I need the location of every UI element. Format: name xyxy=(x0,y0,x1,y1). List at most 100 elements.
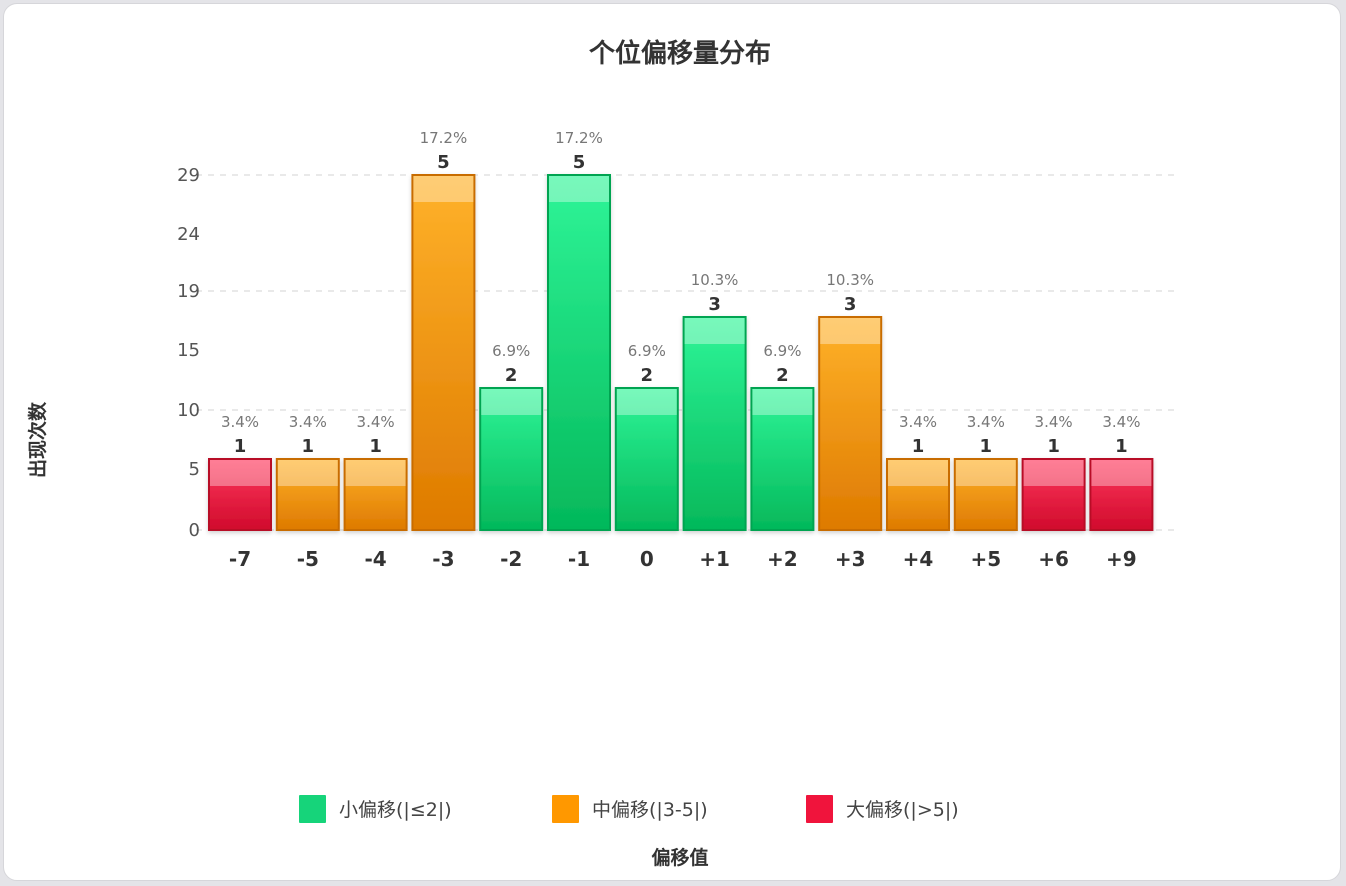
bar-group: 3.4% 1 xyxy=(886,413,950,531)
bar-highlight xyxy=(752,389,813,415)
bar-count-label: 3 xyxy=(844,294,857,315)
bar-highlight xyxy=(345,460,406,486)
bar-percent-label: 17.2% xyxy=(420,129,468,147)
x-tick-label: +9 xyxy=(1106,547,1137,571)
bar xyxy=(343,458,408,531)
x-tick-label: -2 xyxy=(500,547,522,571)
bar xyxy=(479,387,544,531)
bar-group: 17.2% 5 xyxy=(547,129,611,531)
x-tick-label: -4 xyxy=(364,547,386,571)
bar xyxy=(886,458,950,531)
bar-highlight xyxy=(549,176,609,202)
bar-group: 6.9% 2 xyxy=(750,342,815,531)
x-tick-label: +3 xyxy=(835,547,866,571)
bar-highlight xyxy=(616,389,677,415)
bar-highlight xyxy=(413,176,474,202)
bar-percent-label: 6.9% xyxy=(628,342,666,360)
bar xyxy=(1089,458,1154,531)
bar-highlight xyxy=(888,460,948,486)
bar-highlight xyxy=(955,460,1016,486)
y-axis-label: 出现次数 xyxy=(26,401,49,478)
y-tick-labels: 0 5 10 15 19 24 29 xyxy=(177,165,200,541)
y-tick-label: 0 xyxy=(189,520,200,541)
legend-swatch xyxy=(806,795,833,823)
x-tick-label: +4 xyxy=(903,547,934,571)
bar-count-label: 1 xyxy=(980,436,993,457)
bar-group: 10.3% 3 xyxy=(682,271,747,531)
legend-label: 大偏移(|>5|) xyxy=(846,799,959,821)
bar-percent-label: 6.9% xyxy=(763,342,801,360)
bar xyxy=(411,174,476,531)
legend: 小偏移(|≤2|) 中偏移(|3-5|) 大偏移(|>5|) xyxy=(299,795,959,823)
bar-count-label: 1 xyxy=(1047,436,1060,457)
bar-count-label: 5 xyxy=(437,152,450,173)
bar-percent-label: 3.4% xyxy=(357,413,395,431)
y-tick-label: 5 xyxy=(189,459,200,480)
bar-percent-label: 3.4% xyxy=(1102,413,1140,431)
bar-group: 17.2% 5 xyxy=(411,129,476,531)
bar-count-label: 2 xyxy=(505,365,518,386)
bar-percent-label: 17.2% xyxy=(555,129,603,147)
bar xyxy=(275,458,340,531)
bar-highlight xyxy=(481,389,542,415)
bar-percent-label: 3.4% xyxy=(289,413,327,431)
bar xyxy=(614,387,679,531)
bar xyxy=(208,458,272,531)
bar-percent-label: 10.3% xyxy=(826,271,874,289)
y-tick-label: 15 xyxy=(177,340,200,361)
bar-count-label: 2 xyxy=(641,365,654,386)
bar xyxy=(1021,458,1086,531)
bar-highlight xyxy=(684,318,745,344)
bar xyxy=(953,458,1018,531)
y-tick-label: 19 xyxy=(177,281,200,302)
bars: 3.4% 1 3.4% 1 3.4% 1 17.2% 5 6.9% 2 17.2% 5 6.9% 2 10.… xyxy=(208,129,1154,531)
x-tick-label: +1 xyxy=(699,547,730,571)
bar-highlight xyxy=(277,460,338,486)
bar-count-label: 2 xyxy=(776,365,789,386)
x-tick-label: +6 xyxy=(1038,547,1069,571)
bar-count-label: 3 xyxy=(708,294,721,315)
bar-percent-label: 3.4% xyxy=(899,413,937,431)
x-tick-label: 0 xyxy=(640,547,654,571)
bar-count-label: 5 xyxy=(573,152,586,173)
bar-group: 3.4% 1 xyxy=(1089,413,1154,531)
y-tick-label: 24 xyxy=(177,224,200,245)
bar-group: 3.4% 1 xyxy=(275,413,340,531)
y-tick-label: 10 xyxy=(177,400,200,421)
bar-group: 10.3% 3 xyxy=(818,271,883,531)
x-tick-label: -7 xyxy=(229,547,251,571)
bar-group: 3.4% 1 xyxy=(208,413,272,531)
bar-percent-label: 3.4% xyxy=(1035,413,1073,431)
x-tick-label: -3 xyxy=(432,547,454,571)
legend-item-medium: 中偏移(|3-5|) xyxy=(552,795,708,823)
bar-group: 3.4% 1 xyxy=(343,413,408,531)
x-tick-label: +5 xyxy=(970,547,1001,571)
x-tick-labels: -7 -5 -4 -3 -2 -1 0 +1 +2 +3 +4 +5 +6 +9 xyxy=(229,547,1137,571)
bar-highlight xyxy=(1091,460,1152,486)
bar-highlight xyxy=(820,318,881,344)
x-tick-label: -5 xyxy=(297,547,319,571)
x-tick-label: -1 xyxy=(568,547,590,571)
bar-count-label: 1 xyxy=(1115,436,1128,457)
legend-item-small: 小偏移(|≤2|) xyxy=(299,795,452,823)
x-tick-label: +2 xyxy=(767,547,798,571)
bar xyxy=(818,316,883,531)
bar xyxy=(682,316,747,531)
bar-highlight xyxy=(1023,460,1084,486)
legend-label: 中偏移(|3-5|) xyxy=(592,799,708,821)
bar-count-label: 1 xyxy=(302,436,315,457)
x-axis-label: 偏移值 xyxy=(651,846,708,869)
bar xyxy=(547,174,611,531)
bar-group: 6.9% 2 xyxy=(614,342,679,531)
legend-swatch xyxy=(299,795,326,823)
bar-group: 3.4% 1 xyxy=(1021,413,1086,531)
bar xyxy=(750,387,815,531)
y-tick-label: 29 xyxy=(177,165,200,186)
bar-percent-label: 3.4% xyxy=(221,413,259,431)
legend-swatch xyxy=(552,795,579,823)
bar-count-label: 1 xyxy=(369,436,382,457)
bar-count-label: 1 xyxy=(234,436,247,457)
bar-percent-label: 3.4% xyxy=(967,413,1005,431)
bar-group: 6.9% 2 xyxy=(479,342,544,531)
